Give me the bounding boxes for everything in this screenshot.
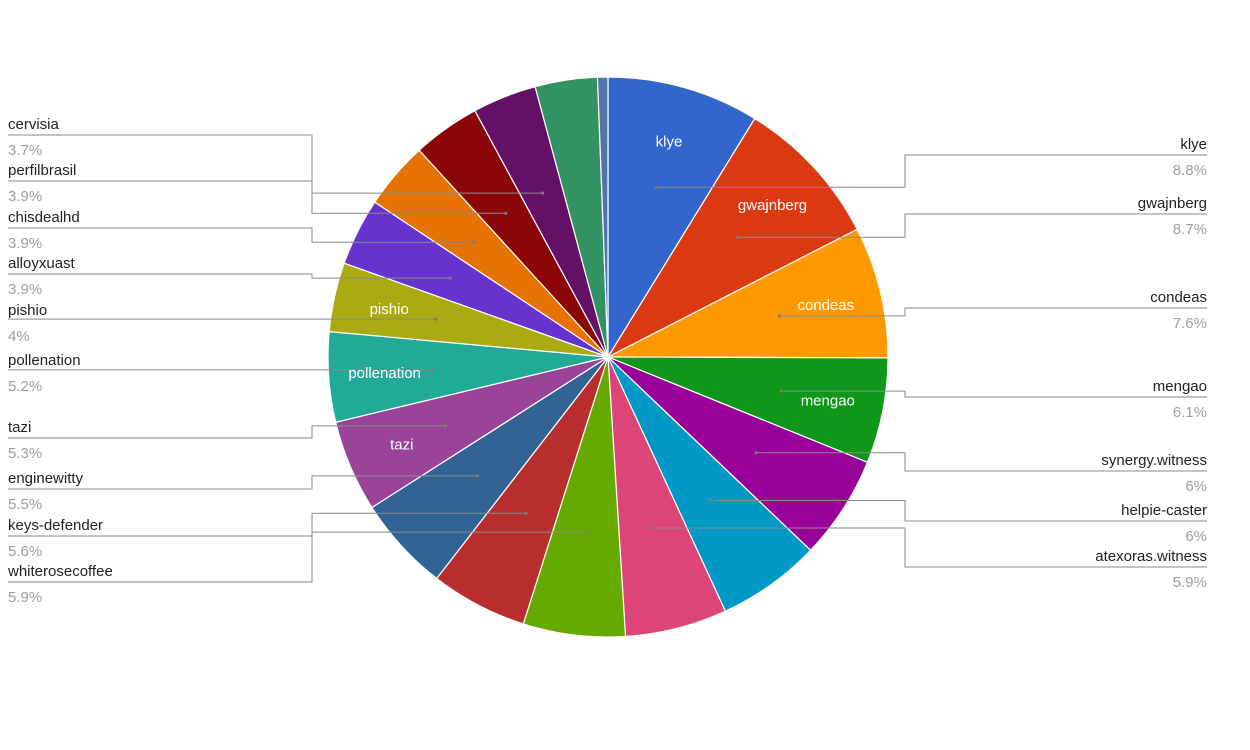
pie-slice-condeas[interactable] bbox=[607, 228, 889, 359]
callout-name-helpie-caster: helpie-caster bbox=[1121, 502, 1207, 519]
leader-line-chisdealhd bbox=[8, 227, 475, 243]
callout-labels-layer: klye gwajnberg condeas mengao tazi pollenatio… bbox=[7, 116, 1207, 606]
leader-anchor-tazi bbox=[444, 424, 448, 428]
callout-name-perfilbrasil: perfilbrasil bbox=[8, 162, 76, 179]
leader-anchor-enginewitty bbox=[476, 474, 480, 478]
leader-line-whiterosecoffee bbox=[8, 531, 587, 583]
leader-line-alloyxuast bbox=[8, 273, 451, 279]
leader-anchor-perfilbrasil bbox=[504, 211, 508, 215]
callout-name-cervisia: cervisia bbox=[8, 116, 60, 133]
callout-percent-whiterosecoffee: 5.9% bbox=[8, 589, 42, 606]
leader-anchor-gwajnberg bbox=[735, 235, 740, 239]
leader-line-tazi bbox=[8, 425, 446, 439]
leader-anchor-condeas bbox=[777, 314, 782, 318]
leader-anchor-cervisia bbox=[541, 191, 545, 195]
slices-layer bbox=[327, 76, 889, 638]
callout-percent-gwajnberg: 8.7% bbox=[1173, 221, 1207, 238]
leader-anchor-whiterosecoffee bbox=[584, 530, 589, 534]
callout-percent-enginewitty: 5.5% bbox=[8, 496, 42, 513]
slice-label-klye: klye bbox=[656, 134, 683, 151]
slice-label-pishio: pishio bbox=[370, 301, 409, 318]
callout-percent-klye: 8.8% bbox=[1173, 162, 1207, 179]
callout-percent-helpie-caster: 6% bbox=[1185, 528, 1207, 545]
leader-anchor-synergy-witness bbox=[754, 451, 758, 455]
leader-line-klye bbox=[656, 154, 1207, 188]
leader-line-enginewitty bbox=[8, 475, 478, 490]
callout-name-keys-defender: keys-defender bbox=[8, 517, 103, 534]
callout-name-condeas: condeas bbox=[1150, 289, 1207, 306]
callout-name-klye: klye bbox=[1180, 136, 1207, 153]
leader-line-atexoras-witness bbox=[651, 527, 1207, 568]
callout-percent-perfilbrasil: 3.9% bbox=[8, 188, 42, 205]
callout-name-synergy-witness: synergy.witness bbox=[1101, 452, 1207, 469]
leader-lines-layer bbox=[8, 134, 1207, 583]
callout-percent-condeas: 7.6% bbox=[1173, 315, 1207, 332]
leader-anchor-keys-defender bbox=[524, 511, 528, 515]
callout-percent-alloyxuast: 3.9% bbox=[8, 281, 42, 298]
leader-anchor-chisdealhd bbox=[472, 240, 476, 244]
callout-percent-synergy-witness: 6% bbox=[1185, 478, 1207, 495]
callout-name-pollenation: pollenation bbox=[8, 352, 81, 369]
callout-name-mengao: mengao bbox=[1153, 378, 1207, 395]
callout-percent-pollenation: 5.2% bbox=[8, 378, 42, 395]
leader-line-helpie-caster bbox=[710, 500, 1207, 522]
callout-percent-tazi: 5.3% bbox=[8, 445, 42, 462]
callout-percent-mengao: 6.1% bbox=[1173, 404, 1207, 421]
leader-anchor-pollenation bbox=[430, 368, 434, 372]
leader-line-gwajnberg bbox=[737, 213, 1207, 238]
slice-label-gwajnberg: gwajnberg bbox=[738, 197, 807, 214]
callout-name-tazi: tazi bbox=[8, 419, 31, 436]
slice-label-mengao: mengao bbox=[801, 392, 855, 409]
pie-slice-unlabeled-18[interactable] bbox=[596, 76, 609, 358]
slice-label-condeas: condeas bbox=[797, 297, 854, 314]
leader-line-condeas bbox=[779, 307, 1207, 317]
leader-line-synergy-witness bbox=[756, 452, 1207, 472]
callout-name-atexoras-witness: atexoras.witness bbox=[1095, 548, 1207, 565]
leader-line-cervisia bbox=[8, 134, 543, 194]
callout-name-whiterosecoffee: whiterosecoffee bbox=[7, 563, 113, 580]
callout-percent-chisdealhd: 3.9% bbox=[8, 235, 42, 252]
pie-slice-gwajnberg[interactable] bbox=[606, 117, 859, 359]
leader-anchor-atexoras-witness bbox=[649, 526, 653, 530]
leader-anchor-klye bbox=[654, 185, 658, 189]
callout-name-chisdealhd: chisdealhd bbox=[8, 209, 80, 226]
leader-line-mengao bbox=[781, 390, 1207, 398]
callout-name-pishio: pishio bbox=[8, 302, 47, 319]
callout-name-enginewitty: enginewitty bbox=[8, 470, 84, 487]
leader-anchor-pishio bbox=[434, 317, 438, 321]
callout-percent-cervisia: 3.7% bbox=[8, 142, 42, 159]
slice-label-tazi: tazi bbox=[390, 437, 413, 454]
leader-line-perfilbrasil bbox=[8, 180, 506, 214]
leader-anchor-alloyxuast bbox=[448, 276, 452, 280]
leader-anchor-helpie-caster bbox=[709, 498, 713, 503]
callout-percent-keys-defender: 5.6% bbox=[8, 543, 42, 560]
leader-line-keys-defender bbox=[8, 512, 527, 537]
callout-percent-atexoras-witness: 5.9% bbox=[1173, 574, 1207, 591]
slice-label-pollenation: pollenation bbox=[348, 365, 421, 382]
leader-anchor-mengao bbox=[779, 389, 783, 393]
callout-name-gwajnberg: gwajnberg bbox=[1138, 195, 1207, 212]
callout-name-alloyxuast: alloyxuast bbox=[8, 255, 76, 272]
callout-percent-pishio: 4% bbox=[8, 328, 30, 345]
pie-slice-klye[interactable] bbox=[607, 76, 756, 360]
